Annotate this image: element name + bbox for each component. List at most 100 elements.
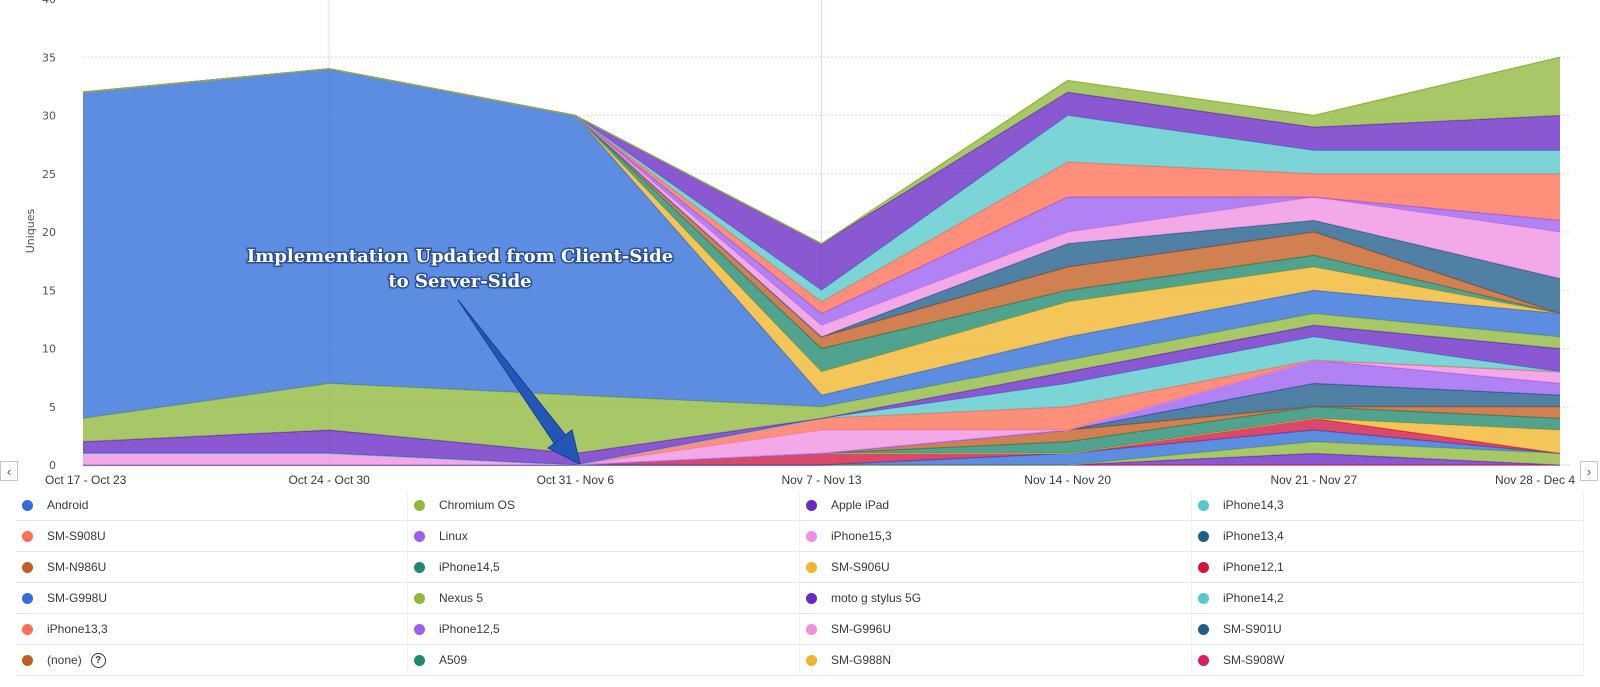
area-series[interactable]	[83, 57, 1560, 244]
legend-item[interactable]: A509	[408, 645, 800, 676]
x-tick-label: Nov 28 - Dec 4	[1495, 473, 1575, 487]
legend-label: Android	[47, 498, 89, 512]
annotation-arrowhead	[547, 429, 581, 465]
legend-swatch	[22, 623, 33, 635]
legend-item[interactable]: (none)?	[16, 645, 408, 676]
x-tick-label: Oct 24 - Oct 30	[288, 473, 370, 487]
legend-label: SM-G988N	[831, 653, 892, 667]
area-series[interactable]	[83, 68, 1560, 419]
legend-swatch	[22, 530, 33, 542]
legend-label: iPhone13,4	[1223, 529, 1284, 543]
legend-item[interactable]: iPhone12,1	[1192, 552, 1584, 583]
y-tick-label: 25	[42, 168, 56, 181]
area-series[interactable]	[83, 453, 1560, 465]
chart-areas	[82, 56, 1561, 466]
help-icon[interactable]: ?	[90, 652, 106, 668]
legend-label: iPhone12,5	[439, 622, 500, 636]
y-tick-label: 5	[49, 401, 56, 414]
legend-item[interactable]: SM-G996U	[800, 614, 1192, 645]
y-tick-label: 15	[42, 284, 56, 297]
legend-item[interactable]: SM-N986U	[16, 552, 408, 583]
stacked-area-chart: 0 5 10 15 20 25 30 35 40 Oct 17 - Oct 23 Oct 24 -…	[24, 0, 1575, 487]
legend-item[interactable]: Apple iPad	[800, 490, 1192, 521]
area-series[interactable]	[83, 336, 1560, 465]
area-series[interactable]	[83, 360, 1560, 465]
legend-swatch	[806, 654, 817, 666]
y-axis-title: Uniques	[24, 208, 37, 253]
legend-label: SM-S901U	[1223, 622, 1282, 636]
x-tick-label: Nov 21 - Nov 27	[1270, 473, 1357, 487]
legend-item[interactable]: SM-G998U	[16, 583, 408, 614]
legend-item[interactable]: iPhone12,5	[408, 614, 800, 645]
legend-label: iPhone14,2	[1223, 591, 1284, 605]
area-series[interactable]	[83, 406, 1560, 465]
legend-item[interactable]: Chromium OS	[408, 490, 800, 521]
legend-item[interactable]: iPhone13,3	[16, 614, 408, 645]
legend-swatch	[806, 530, 817, 542]
area-series[interactable]	[83, 325, 1560, 465]
legend-item[interactable]: SM-G988N	[800, 645, 1192, 676]
area-series[interactable]	[83, 68, 1560, 291]
area-series[interactable]	[83, 441, 1560, 465]
x-tick-label: Nov 7 - Nov 13	[781, 473, 861, 487]
legend-item[interactable]: SM-S906U	[800, 552, 1192, 583]
x-tick-label: Nov 14 - Nov 20	[1024, 473, 1111, 487]
legend-swatch	[806, 561, 817, 573]
legend-swatch	[22, 561, 33, 573]
legend-label: Apple iPad	[831, 498, 890, 512]
legend-item[interactable]: moto g stylus 5G	[800, 583, 1192, 614]
legend-swatch	[414, 530, 425, 542]
legend-label: SM-N986U	[47, 560, 107, 574]
annotation-line-1: Implementation Updated from Client-Side	[247, 246, 673, 267]
annotation-line-2: to Server-Side	[388, 271, 531, 292]
x-tick-label: Oct 31 - Nov 6	[537, 473, 615, 487]
legend-item[interactable]: iPhone13,4	[1192, 521, 1584, 552]
legend-label: SM-S906U	[831, 560, 890, 574]
area-series[interactable]	[83, 313, 1560, 454]
legend-item[interactable]: iPhone14,3	[1192, 490, 1584, 521]
legend-label: SM-S908W	[1223, 653, 1285, 667]
area-series[interactable]	[83, 360, 1560, 465]
x-axis-ticks: Oct 17 - Oct 23 Oct 24 - Oct 30 Oct 31 - N…	[45, 473, 1575, 487]
y-tick-label: 0	[49, 459, 56, 472]
legend-item[interactable]: Nexus 5	[408, 583, 800, 614]
legend-swatch	[1198, 623, 1209, 635]
legend-label: SM-G996U	[831, 622, 892, 636]
legend-swatch	[22, 654, 33, 666]
legend-swatch	[806, 499, 817, 511]
legend-item[interactable]: iPhone14,2	[1192, 583, 1584, 614]
legend-label: Linux	[439, 529, 468, 543]
area-series[interactable]	[83, 383, 1560, 465]
legend-item[interactable]: SM-S901U	[1192, 614, 1584, 645]
legend-item[interactable]: Linux	[408, 521, 800, 552]
chevron-right-icon: ›	[1586, 463, 1592, 479]
legend-item[interactable]: Android	[16, 490, 408, 521]
legend-swatch	[806, 592, 817, 604]
legend-label: iPhone13,3	[47, 622, 108, 636]
legend-item[interactable]: SM-S908W	[1192, 645, 1584, 676]
area-series[interactable]	[83, 68, 1560, 314]
y-tick-label: 30	[42, 110, 56, 123]
legend-item[interactable]: iPhone15,3	[800, 521, 1192, 552]
y-tick-label: 35	[42, 51, 56, 64]
legend-swatch	[1198, 499, 1209, 511]
legend-label: moto g stylus 5G	[831, 591, 922, 605]
legend-item[interactable]: SM-S908U	[16, 521, 408, 552]
legend-item[interactable]: iPhone14,5	[408, 552, 800, 583]
legend-label: Chromium OS	[439, 498, 516, 512]
x-tick-label: Oct 17 - Oct 23	[45, 473, 127, 487]
legend-swatch	[414, 623, 425, 635]
legend-label: iPhone14,3	[1223, 498, 1284, 512]
area-series[interactable]	[83, 360, 1560, 465]
chart-legend: Android Chromium OS Apple iPad iPhone14,3 SM…	[16, 490, 1584, 687]
legend-swatch	[414, 592, 425, 604]
area-series[interactable]	[83, 418, 1560, 465]
legend-label: iPhone15,3	[831, 529, 892, 543]
y-tick-label: 40	[42, 0, 56, 6]
legend-swatch	[1198, 561, 1209, 573]
scroll-left-button[interactable]: ‹	[0, 461, 18, 481]
legend-swatch	[22, 592, 33, 604]
scroll-right-button[interactable]: ›	[1580, 461, 1598, 481]
legend-label: Nexus 5	[439, 591, 484, 605]
legend-swatch	[1198, 592, 1209, 604]
